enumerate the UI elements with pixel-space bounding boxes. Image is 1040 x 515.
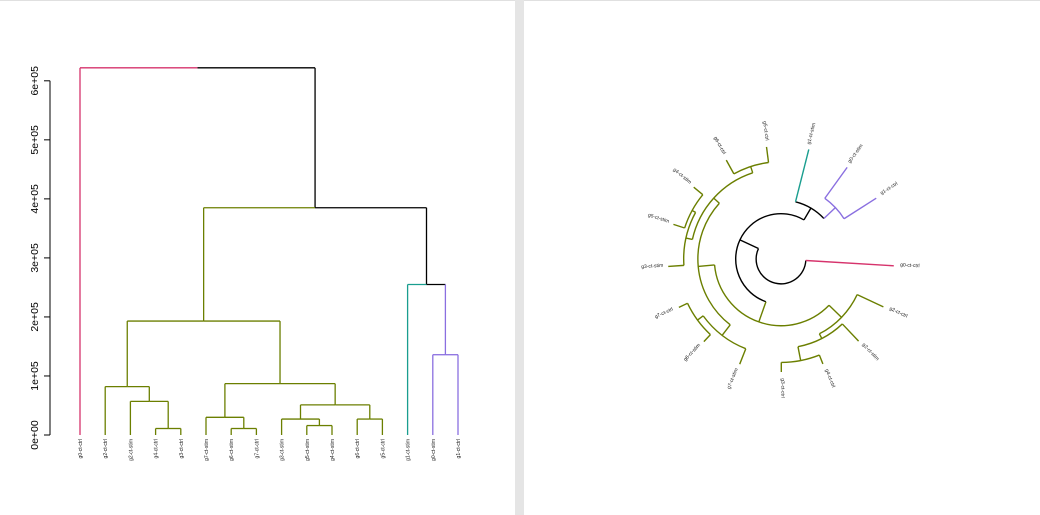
circular-branch-arc bbox=[755, 248, 807, 285]
circular-dendrogram-panel: g0-ct-ctrl g2-ct-ctrl g2-ct-stim g4-ct-ctrl… bbox=[524, 1, 1040, 515]
circular-branch-arc bbox=[683, 194, 704, 229]
circular-branch-radial bbox=[758, 301, 767, 323]
circular-branch-radial bbox=[739, 239, 759, 250]
leaf-label: g4-ct-ctrl bbox=[154, 439, 160, 458]
circular-branch-arc bbox=[686, 302, 711, 336]
circular-branch-arc bbox=[781, 354, 820, 364]
circular-branch-radial bbox=[823, 207, 836, 219]
circular-dendrogram-plot: g0-ct-ctrl g2-ct-ctrl g2-ct-stim g4-ct-ctrl… bbox=[641, 121, 920, 398]
circular-branch-radial bbox=[843, 197, 877, 220]
circular-leaf-label: g5-ct-stim bbox=[647, 212, 670, 224]
circular-branch-radial bbox=[698, 264, 715, 268]
leaf-label: g0-ct-stim bbox=[431, 439, 437, 461]
leaf-label: g6-ct-ctrl bbox=[355, 439, 361, 458]
leaf-label: g1-ct-stim bbox=[406, 439, 412, 461]
circular-branch-arc bbox=[734, 213, 805, 303]
circular-leaf-label: g3-ct-stim bbox=[641, 263, 663, 270]
circular-branch-radial bbox=[668, 264, 684, 268]
leaf-label: g1-ct-ctrl bbox=[456, 439, 462, 458]
leaf-label: g5-ct-ctrl bbox=[380, 439, 386, 458]
circular-branch-radial bbox=[803, 207, 812, 221]
leaf-label: g3-ct-ctrl bbox=[179, 439, 185, 458]
circular-leaf-label: g0-ct-ctrl bbox=[900, 262, 920, 269]
circular-branch-arc bbox=[733, 161, 769, 175]
circular-leaf-label: g7-ct-ctrl bbox=[654, 306, 674, 320]
circular-branch-radial bbox=[713, 197, 720, 204]
circular-leaf-label: g0-ct-stim bbox=[847, 143, 865, 164]
circular-leaf-label: g2-ct-stim bbox=[861, 342, 880, 362]
circular-branch-radial bbox=[841, 323, 860, 342]
leaf-label: g2-ct-ctrl bbox=[103, 439, 109, 458]
circular-branch-radial bbox=[805, 259, 894, 267]
circular-leaf-label: g6-ct-stim bbox=[683, 343, 702, 363]
leaf-label: g7-ct-ctrl bbox=[254, 439, 260, 458]
y-tick-label: 1e+05 bbox=[29, 361, 41, 391]
circular-branch-arc bbox=[819, 294, 858, 335]
circular-leaf-label: g5-ct-ctrl bbox=[761, 121, 769, 141]
circular-branch-arc bbox=[797, 323, 843, 348]
leaf-label: g0-ct-ctrl bbox=[78, 439, 84, 458]
leaf-label: g6-ct-stim bbox=[229, 439, 235, 461]
circular-branch-radial bbox=[750, 166, 754, 174]
circular-branch-arc bbox=[702, 315, 747, 350]
circular-branch-arc bbox=[691, 172, 753, 240]
circular-branch-radial bbox=[703, 334, 711, 343]
circular-leaf-label: g6-ct-ctrl bbox=[712, 136, 727, 156]
circular-branch-radial bbox=[824, 166, 848, 199]
circular-branch-radial bbox=[818, 333, 823, 339]
leaf-label: g2-ct-stim bbox=[128, 439, 134, 461]
leaf-label: g4-ct-stim bbox=[330, 439, 336, 461]
circular-leaf-label: g4-ct-ctrl bbox=[823, 368, 836, 388]
y-tick-label: 3e+05 bbox=[29, 243, 41, 273]
circular-leaf-label: g1-ct-stim bbox=[806, 122, 817, 145]
leaf-label: g3-ct-stim bbox=[280, 439, 286, 461]
circular-leaf-label: g4-ct-stim bbox=[672, 167, 693, 186]
circular-branch-radial bbox=[828, 304, 843, 318]
panel-divider[interactable] bbox=[515, 0, 524, 515]
circular-branch-arc bbox=[683, 212, 697, 266]
linear-dendrogram-panel: 0e+00 1e+05 2e+05 3e+05 4e+05 5e+05 6e+05 g0-ct… bbox=[0, 1, 515, 515]
y-tick-label: 0e+00 bbox=[29, 420, 41, 450]
circular-branch-radial bbox=[797, 346, 802, 361]
circular-branch-radial bbox=[765, 146, 770, 163]
y-tick-label: 2e+05 bbox=[29, 302, 41, 332]
circular-branch-radial bbox=[794, 149, 810, 202]
circular-branch-arc bbox=[795, 201, 825, 219]
circular-branch-arc bbox=[697, 202, 731, 326]
y-tick-label: 5e+05 bbox=[29, 125, 41, 155]
circular-branch-arc bbox=[713, 264, 830, 327]
circular-branch-radial bbox=[697, 315, 704, 321]
y-tick-label: 6e+05 bbox=[29, 66, 41, 96]
circular-branch-radial bbox=[856, 293, 884, 308]
circular-branch-radial bbox=[725, 159, 735, 175]
circular-branch-radial bbox=[818, 354, 824, 365]
circular-leaf-label: g7-ct-stim bbox=[726, 367, 740, 390]
leaf-label: g7-ct-stim bbox=[204, 439, 210, 461]
circular-branch-radial bbox=[721, 324, 731, 336]
circular-branch-radial bbox=[693, 186, 704, 196]
linear-dendrogram-plot: 0e+00 1e+05 2e+05 3e+05 4e+05 5e+05 6e+05 g0-ct… bbox=[29, 66, 462, 461]
circular-leaf-label: g2-ct-ctrl bbox=[888, 306, 908, 320]
circular-branch-radial bbox=[678, 302, 688, 309]
leaf-label: g5-ct-stim bbox=[305, 439, 311, 461]
circular-branch-radial bbox=[739, 348, 747, 365]
circular-leaf-label: g1-ct-ctrl bbox=[879, 181, 899, 197]
circular-leaf-label: g3-ct-ctrl bbox=[779, 378, 785, 397]
circular-branch-radial bbox=[673, 223, 685, 229]
circular-branch-radial bbox=[685, 237, 693, 241]
y-tick-label: 4e+05 bbox=[29, 184, 41, 214]
